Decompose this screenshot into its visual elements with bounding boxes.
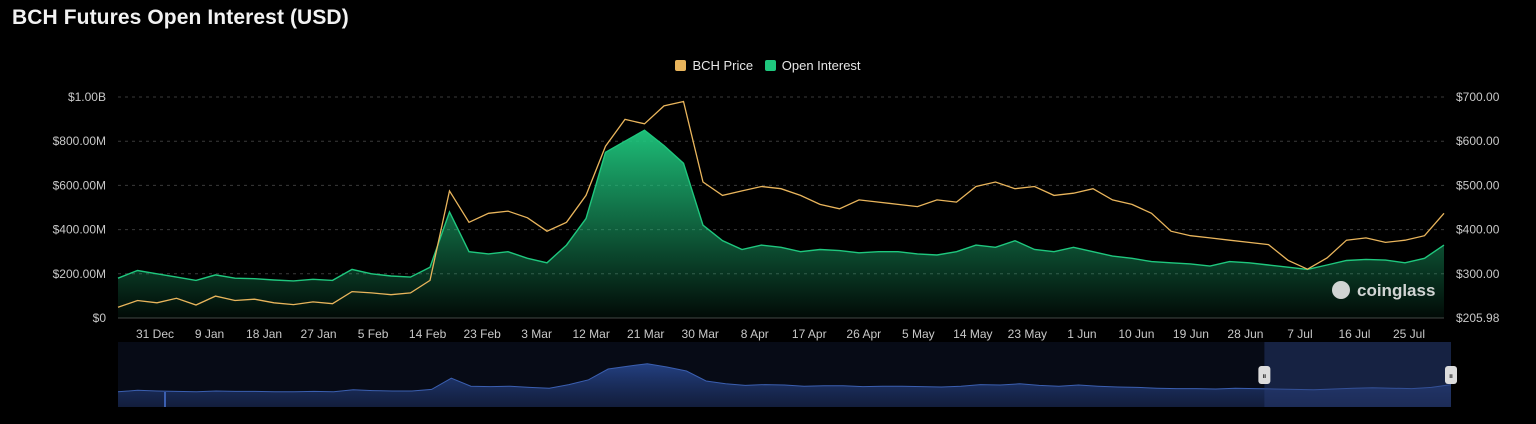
y-right-tick-label: $500.00 [1456, 178, 1500, 192]
navigator-line [117, 363, 1452, 393]
legend-label-open-interest: Open Interest [781, 58, 861, 73]
x-tick-label: 25 Jul [1393, 327, 1425, 341]
x-tick-label: 21 Mar [627, 327, 664, 341]
x-tick-label: 3 Mar [521, 327, 552, 341]
y-left-tick-label: $400.00M [53, 223, 106, 237]
y-left-tick-label: $0 [93, 311, 107, 325]
x-tick-label: 9 Jan [195, 327, 224, 341]
chart-title: BCH Futures Open Interest (USD) [12, 6, 349, 29]
x-tick-label: 1 Jun [1067, 327, 1096, 341]
navigator-background [118, 342, 1451, 407]
y-left-tick-label: $1.00B [68, 90, 106, 104]
navigator-selection[interactable] [1264, 342, 1451, 407]
series-open-interest-area [118, 130, 1444, 318]
series-bch-price-line [117, 100, 1445, 308]
x-tick-label: 14 Feb [409, 327, 447, 341]
legend-item-open-interest[interactable]: Open Interest [764, 58, 861, 73]
pause-icon: ⏸ [1449, 371, 1454, 381]
navigator-handle[interactable]: ⏸ [1445, 366, 1457, 384]
y-left-tick-label: $600.00M [53, 178, 106, 192]
legend-label-bch-price: BCH Price [692, 58, 754, 73]
x-tick-label: 10 Jun [1118, 327, 1154, 341]
x-tick-label: 12 Mar [572, 327, 609, 341]
legend-swatch-open-interest [764, 60, 776, 71]
coinglass-watermark: coinglass [1332, 281, 1435, 300]
y-right-tick-label: $205.98 [1456, 311, 1500, 325]
x-tick-label: 19 Jun [1173, 327, 1209, 341]
x-tick-label: 5 Feb [358, 327, 389, 341]
handle-grip [1258, 366, 1271, 384]
legend-item-bch-price[interactable]: BCH Price [675, 58, 753, 73]
x-tick-label: 14 May [953, 327, 992, 341]
x-tick-label: 23 May [1008, 327, 1047, 341]
navigator-handle[interactable]: ⏸ [1258, 366, 1271, 384]
grid-lines [118, 96, 1444, 319]
y-right-tick-label: $700.00 [1456, 90, 1500, 104]
navigator-area [118, 363, 1451, 407]
y-left-tick-label: $200.00M [53, 267, 106, 281]
x-tick-label: 23 Feb [463, 327, 501, 341]
x-tick-label: 28 Jun [1227, 327, 1263, 341]
handle-grip [1445, 366, 1457, 384]
y-right-tick-label: $600.00 [1456, 134, 1500, 148]
y-axis-right: $205.98 $300.00 $400.00 $500.00 $600.00 $700.… [1456, 90, 1500, 325]
navigator-marker [164, 392, 166, 407]
x-tick-label: 17 Apr [792, 327, 827, 341]
x-tick-label: 16 Jul [1338, 327, 1370, 341]
x-tick-label: 27 Jan [301, 327, 337, 341]
range-navigator[interactable]: ⏸ ⏸ [117, 342, 1457, 407]
coinglass-logo-icon [1332, 281, 1350, 299]
pause-icon: ⏸ [1262, 371, 1267, 381]
legend-swatch-bch-price [675, 60, 687, 71]
y-axis-left: $0 $200.00M $400.00M $600.00M $800.00M $1.00B [53, 90, 107, 325]
chart-legend: BCH Price Open Interest [0, 58, 1536, 74]
x-tick-label: 8 Apr [741, 327, 769, 341]
x-axis: 31 Dec 9 Jan 18 Jan 27 Jan 5 Feb 14 Feb 23 Feb… [136, 327, 1425, 341]
y-right-tick-label: $400.00 [1456, 223, 1500, 237]
y-right-tick-label: $300.00 [1456, 267, 1500, 281]
series-open-interest-line [117, 129, 1445, 282]
x-tick-label: 30 Mar [682, 327, 719, 341]
watermark-text: coinglass [1357, 281, 1435, 300]
x-tick-label: 31 Dec [136, 327, 174, 341]
x-tick-label: 18 Jan [246, 327, 282, 341]
x-tick-label: 7 Jul [1287, 327, 1312, 341]
x-tick-label: 5 May [902, 327, 935, 341]
x-tick-label: 26 Apr [846, 327, 881, 341]
y-left-tick-label: $800.00M [53, 134, 106, 148]
